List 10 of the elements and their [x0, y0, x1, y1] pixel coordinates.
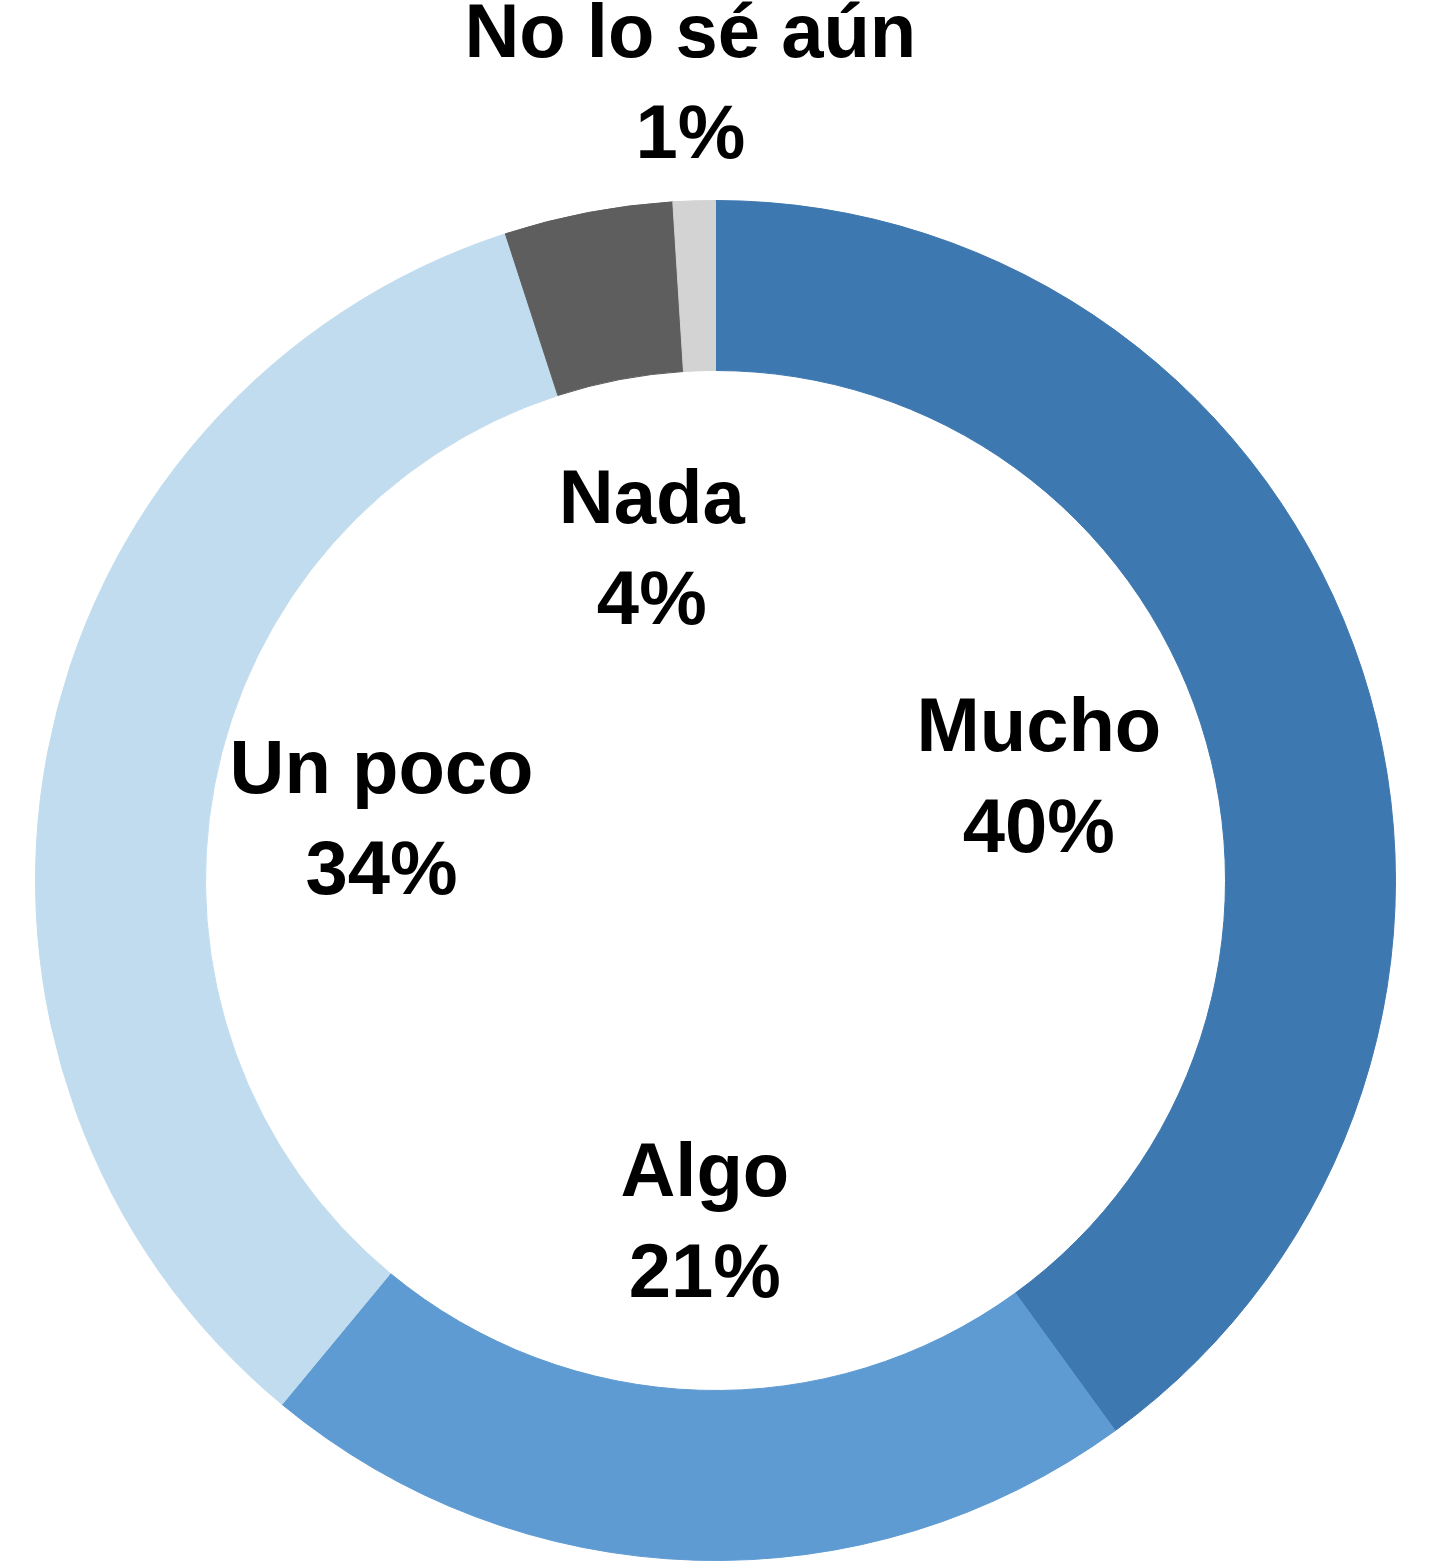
data-label: 40% [962, 783, 1115, 869]
data-label: 4% [596, 554, 707, 640]
slice-label: Nada [558, 453, 746, 539]
data-label: 1% [635, 88, 746, 174]
slice-label: Mucho [916, 682, 1162, 768]
slice-label: Un poco [229, 723, 534, 809]
slice-label: Algo [620, 1127, 790, 1213]
data-label: 21% [628, 1228, 781, 1314]
data-label: 34% [305, 824, 458, 910]
slice-label: No lo sé aún [464, 0, 917, 73]
